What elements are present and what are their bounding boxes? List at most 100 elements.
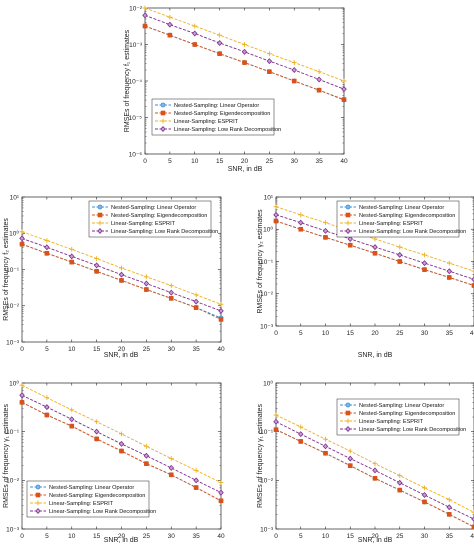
x-tick-label: 35	[193, 533, 201, 540]
data-point	[241, 48, 248, 55]
data-point	[142, 23, 148, 29]
data-point	[422, 252, 427, 258]
data-point	[323, 450, 328, 456]
x-axis-label: SNR, in dB	[228, 166, 263, 173]
legend-entry: Nested-Sampling: Linear Operator	[174, 103, 259, 109]
data-point	[298, 226, 304, 232]
chart-panel-1: 0 5 10 15 20 25 30 35 40 10⁻⁶ 10⁻⁵ 10⁻⁴ 10⁻³ 10⁻² SNR,…	[124, 5, 348, 173]
data-point	[471, 516, 474, 523]
legend-entry: Nested-Sampling: Eigendecomposition	[359, 411, 455, 417]
legend-marker	[97, 220, 103, 226]
data-point	[266, 51, 272, 57]
data-point	[242, 42, 247, 47]
x-tick-label: 0	[143, 158, 147, 165]
y-tick-label: 10⁰	[263, 226, 273, 234]
x-tick-label: 0	[20, 346, 24, 353]
legend-entry: Nested-Sampling: Linear Operator	[359, 403, 444, 409]
chart-panel-4: 0 5 10 15 20 25 30 35 40 10⁻³ 10⁻² 10⁻¹ 10⁰ SNR, in d…	[3, 379, 225, 544]
data-point	[168, 296, 174, 301]
chart-panel-5: 0 5 10 15 20 25 30 35 40 10⁻³ 10⁻² 10⁻¹ 10⁰ SNR, in d…	[257, 379, 474, 544]
data-point	[19, 241, 25, 247]
data-point	[19, 229, 25, 235]
x-tick-label: 4C	[470, 330, 474, 337]
data-point	[93, 262, 100, 269]
x-axis-label: SNR, in dB	[358, 537, 393, 544]
x-tick-label: 30	[421, 533, 429, 540]
data-point	[273, 204, 279, 210]
data-point	[119, 265, 124, 271]
legend-entry: Nested-Sampling: Eigendecomposition	[174, 111, 270, 117]
x-tick-label: 10	[191, 158, 199, 165]
series-4	[19, 392, 224, 496]
data-point	[167, 21, 173, 28]
data-point	[218, 307, 224, 314]
y-tick-label: 10⁻⁵	[129, 115, 143, 122]
data-point	[44, 412, 50, 418]
data-point	[168, 456, 174, 461]
data-point	[322, 443, 329, 450]
data-point	[192, 23, 198, 29]
y-tick-label: 10⁻¹	[260, 259, 274, 266]
data-point	[143, 443, 149, 449]
data-point	[397, 487, 403, 493]
data-point	[471, 283, 474, 288]
series-2	[19, 241, 224, 322]
data-point	[446, 504, 452, 511]
x-tick-label: 5	[45, 346, 49, 353]
data-point	[291, 60, 297, 65]
data-point	[347, 463, 353, 468]
data-point	[372, 244, 378, 251]
legend-marker	[345, 410, 351, 416]
x-tick-label: 0	[274, 533, 278, 540]
data-point	[298, 431, 304, 438]
data-point	[216, 39, 223, 46]
legend-marker	[345, 418, 351, 424]
x-tick-label: 15	[93, 346, 101, 353]
series-3	[19, 382, 224, 485]
data-point	[372, 236, 378, 242]
data-point	[267, 69, 272, 74]
legend-marker	[35, 508, 41, 514]
data-point	[217, 32, 223, 38]
x-tick-label: 10	[322, 330, 330, 337]
data-point	[69, 253, 75, 260]
x-tick-label: 25	[396, 330, 404, 337]
legend-marker	[160, 110, 166, 116]
y-axis-label: RMSEs of frequency f₂ estimates	[3, 218, 10, 321]
legend-marker	[160, 102, 166, 108]
data-point	[372, 461, 378, 467]
data-point	[142, 5, 148, 11]
x-tick-label: 5	[299, 533, 303, 540]
legend-box	[336, 398, 460, 436]
data-point	[44, 250, 50, 256]
legend-marker	[345, 402, 351, 408]
x-tick-label: 5	[45, 533, 49, 540]
x-tick-label: 25	[143, 533, 151, 540]
series-4	[142, 12, 347, 93]
y-tick-label: 10⁻¹	[260, 429, 274, 436]
series-2	[273, 218, 474, 288]
data-point	[168, 464, 174, 471]
legend-marker	[160, 118, 166, 124]
data-point	[118, 271, 125, 278]
series-3	[19, 229, 224, 307]
data-point	[94, 436, 99, 442]
data-point	[446, 497, 452, 503]
data-point	[446, 268, 452, 275]
x-tick-label: 20	[241, 158, 249, 165]
data-point	[316, 87, 322, 93]
data-point	[19, 382, 25, 388]
series-2	[142, 23, 347, 102]
x-tick-label: 40	[470, 533, 474, 540]
data-point	[347, 242, 353, 248]
data-point	[422, 485, 427, 491]
x-tick-label: 20	[118, 346, 126, 353]
y-axis-label: RMSEs of frequency γ₂ estimates	[257, 209, 264, 314]
data-point	[19, 235, 25, 242]
data-point	[291, 78, 297, 84]
data-point	[372, 476, 378, 481]
y-tick-label: 10⁰	[9, 230, 19, 238]
data-point	[168, 472, 174, 478]
data-point	[193, 305, 199, 310]
